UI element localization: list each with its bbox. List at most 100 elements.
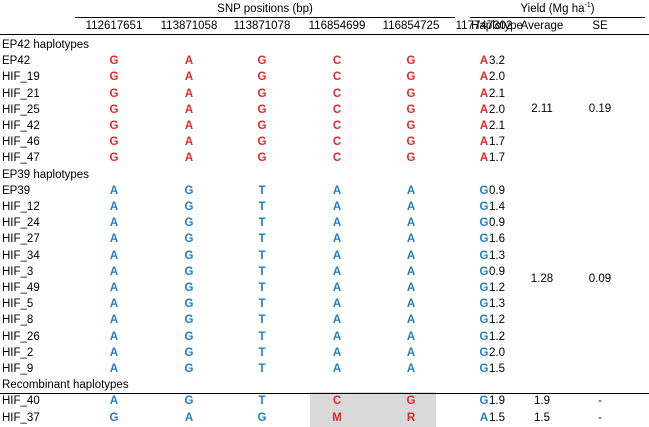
snp-allele: A <box>109 265 119 278</box>
group-yield-se: 0.19 <box>588 102 612 115</box>
snp-allele: G <box>109 87 119 100</box>
snp-allele: A <box>406 346 416 359</box>
snp-allele: G <box>257 103 267 116</box>
snp-allele: G <box>479 282 489 294</box>
table-row: HIF_37 G A G M R A 1.5 1.5- <box>0 408 649 427</box>
snp-allele: G <box>479 201 489 213</box>
table-row: HIF_27 A G T A A G 1.6 <box>0 230 649 248</box>
snp-allele: T <box>258 249 266 262</box>
haplotype-yield: 1.3 <box>489 298 505 311</box>
snp-allele: A <box>406 201 416 213</box>
snp-allele: G <box>257 411 267 424</box>
snp-allele: G <box>479 363 489 375</box>
haplotype-yield: 1.2 <box>489 314 505 327</box>
snp-position-header: 117747302 <box>455 20 513 32</box>
line-name: HIF_5 <box>2 298 34 311</box>
snp-position-header: 116854699 <box>308 20 366 32</box>
table-row: HIF_46 G A G C G A 1.7 <box>0 133 649 151</box>
snp-allele: A <box>109 201 119 213</box>
table-row: HIF_47 G A G C G A 1.7 <box>0 149 649 167</box>
snp-position-header: 113871078 <box>233 20 291 32</box>
line-name: HIF_24 <box>2 217 40 230</box>
snp-allele: A <box>184 71 194 84</box>
haplotype-yield: 2.1 <box>489 120 505 132</box>
snp-allele: G <box>109 55 119 68</box>
snp-allele: A <box>406 265 416 278</box>
snp-allele: G <box>479 298 489 311</box>
haplotype-yield: 1.5 <box>489 363 505 375</box>
snp-allele: G <box>406 120 416 132</box>
snp-allele: G <box>109 411 119 424</box>
line-name: HIF_47 <box>2 152 40 165</box>
table-row: HIF_49 A G T A A G 1.2 <box>0 279 649 297</box>
snp-allele: A <box>184 87 194 100</box>
header-underline-snp <box>75 17 455 18</box>
snp-allele: A <box>184 152 194 165</box>
line-name: EP42 <box>2 55 31 68</box>
snp-allele: G <box>479 217 489 230</box>
line-name: HIF_25 <box>2 103 40 116</box>
bottom-rule <box>0 393 649 394</box>
table-row: HIF_21 G A G C G A 2.1 <box>0 85 649 103</box>
snp-positions-title: SNP positions (bp) <box>217 3 313 15</box>
snp-allele: G <box>406 55 416 68</box>
snp-allele: A <box>479 87 489 100</box>
column-header-row: 112617651 113871058 113871078 116854699 1168… <box>0 17 649 35</box>
snp-allele: G <box>479 249 489 262</box>
snp-allele: C <box>332 136 342 149</box>
snp-allele: G <box>257 120 267 132</box>
snp-allele: A <box>406 298 416 311</box>
snp-allele: T <box>258 314 266 327</box>
haplotype-yield: 3.2 <box>489 55 505 68</box>
snp-allele: C <box>332 55 342 68</box>
group-label-row: EP42 haplotypes <box>0 36 649 54</box>
snp-allele: G <box>184 314 194 327</box>
table-row: HIF_26 A G T A A G 1.2 <box>0 328 649 346</box>
snp-allele: A <box>332 184 342 197</box>
average-column-header: Average <box>520 20 564 32</box>
snp-allele: G <box>479 346 489 359</box>
snp-allele: G <box>257 87 267 100</box>
snp-allele: G <box>184 330 194 343</box>
snp-allele: A <box>406 233 416 246</box>
snp-allele: A <box>406 249 416 262</box>
snp-allele: A <box>184 120 194 132</box>
yield-title: Yield (Mg ha-1) <box>470 1 645 17</box>
snp-allele: G <box>406 152 416 165</box>
table-row: HIF_12 A G T A A G 1.4 <box>0 198 649 216</box>
snp-allele: A <box>479 152 489 165</box>
group-label-row: EP39 haplotypes <box>0 166 649 184</box>
snp-allele: C <box>332 152 342 165</box>
snp-allele: C <box>332 71 342 84</box>
yield-title-close: ) <box>590 3 595 15</box>
table-row: HIF_34 A G T A A G 1.3 <box>0 247 649 265</box>
line-name: HIF_12 <box>2 201 40 213</box>
snp-allele: A <box>109 217 119 230</box>
snp-allele: G <box>257 71 267 84</box>
yield-title-text: Yield (Mg ha <box>520 3 585 15</box>
snp-allele: T <box>258 201 266 213</box>
snp-allele: C <box>332 87 342 100</box>
group-label-row: Recombinant haplotypes <box>0 376 649 394</box>
snp-allele: G <box>109 152 119 165</box>
haplotype-yield: 1.2 <box>489 282 505 294</box>
snp-allele: A <box>109 233 119 246</box>
snp-allele: G <box>184 217 194 230</box>
snp-allele: G <box>479 184 489 197</box>
snp-position-header: 113871058 <box>160 20 218 32</box>
snp-allele: A <box>406 217 416 230</box>
haplotype-yield: 1.2 <box>489 330 505 343</box>
group-label: EP42 haplotypes <box>2 39 89 51</box>
snp-allele: A <box>332 265 342 278</box>
snp-allele: A <box>184 136 194 149</box>
group-label: Recombinant haplotypes <box>2 379 129 392</box>
snp-allele: A <box>109 314 119 327</box>
line-name: HIF_49 <box>2 282 40 294</box>
snp-allele: A <box>406 363 416 375</box>
snp-allele: A <box>184 103 194 116</box>
snp-allele: A <box>332 298 342 311</box>
snp-allele: A <box>406 184 416 197</box>
haplotype-yield: 1.6 <box>489 233 505 246</box>
haplotype-yield: 0.9 <box>489 265 505 278</box>
snp-allele: C <box>332 103 342 116</box>
